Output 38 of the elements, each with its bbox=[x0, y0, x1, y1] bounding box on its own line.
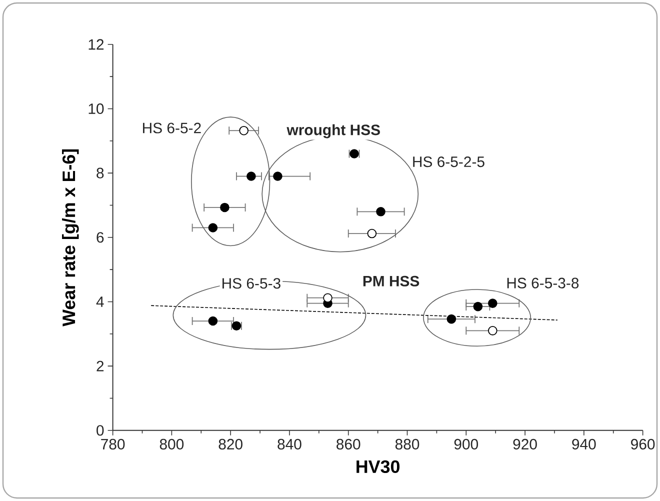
point bbox=[246, 172, 256, 181]
point bbox=[367, 228, 377, 238]
x-axis-title: HV30 bbox=[356, 460, 400, 474]
point bbox=[446, 314, 456, 324]
y-tick-label: 6 bbox=[96, 232, 104, 243]
point bbox=[473, 302, 483, 312]
y-tick-label: 0 bbox=[96, 425, 104, 436]
point bbox=[208, 223, 218, 232]
x-tick-label: 920 bbox=[513, 438, 537, 450]
x-tick-label: 820 bbox=[218, 438, 242, 450]
x-tick-label: 940 bbox=[572, 438, 596, 450]
annotation: HS 6-5-3 bbox=[222, 278, 280, 289]
annotation: wrought HSS bbox=[286, 124, 380, 138]
point bbox=[220, 202, 230, 212]
x-tick-label: 900 bbox=[454, 438, 478, 450]
point bbox=[239, 126, 248, 136]
annotation: HS 6-5-3-8 bbox=[507, 278, 579, 288]
point bbox=[488, 326, 498, 336]
point bbox=[273, 172, 282, 181]
annotation: HS 6-5-2-5 bbox=[413, 156, 484, 168]
x-tick-label: 860 bbox=[336, 438, 360, 450]
x-tick-label: 960 bbox=[631, 438, 655, 450]
y-axis-title: Wear rate [g/m x E-6] bbox=[62, 149, 79, 326]
x-tick-label: 880 bbox=[395, 438, 420, 450]
x-tick-label: 800 bbox=[160, 438, 184, 450]
point bbox=[376, 207, 386, 216]
y-tick-label: 10 bbox=[88, 103, 104, 114]
annotation: HS 6-5-2 bbox=[143, 122, 201, 134]
y-tick-label: 8 bbox=[96, 168, 104, 178]
y-tick-label: 2 bbox=[96, 360, 104, 372]
x-tick-label: 840 bbox=[278, 438, 302, 450]
y-tick-label: 4 bbox=[96, 296, 104, 307]
x-tick-label: 780 bbox=[101, 438, 125, 450]
point bbox=[323, 293, 332, 303]
point bbox=[208, 316, 218, 326]
y-tick-label: 12 bbox=[88, 39, 104, 50]
annotation: PM HSS bbox=[363, 276, 420, 286]
point bbox=[488, 298, 498, 308]
